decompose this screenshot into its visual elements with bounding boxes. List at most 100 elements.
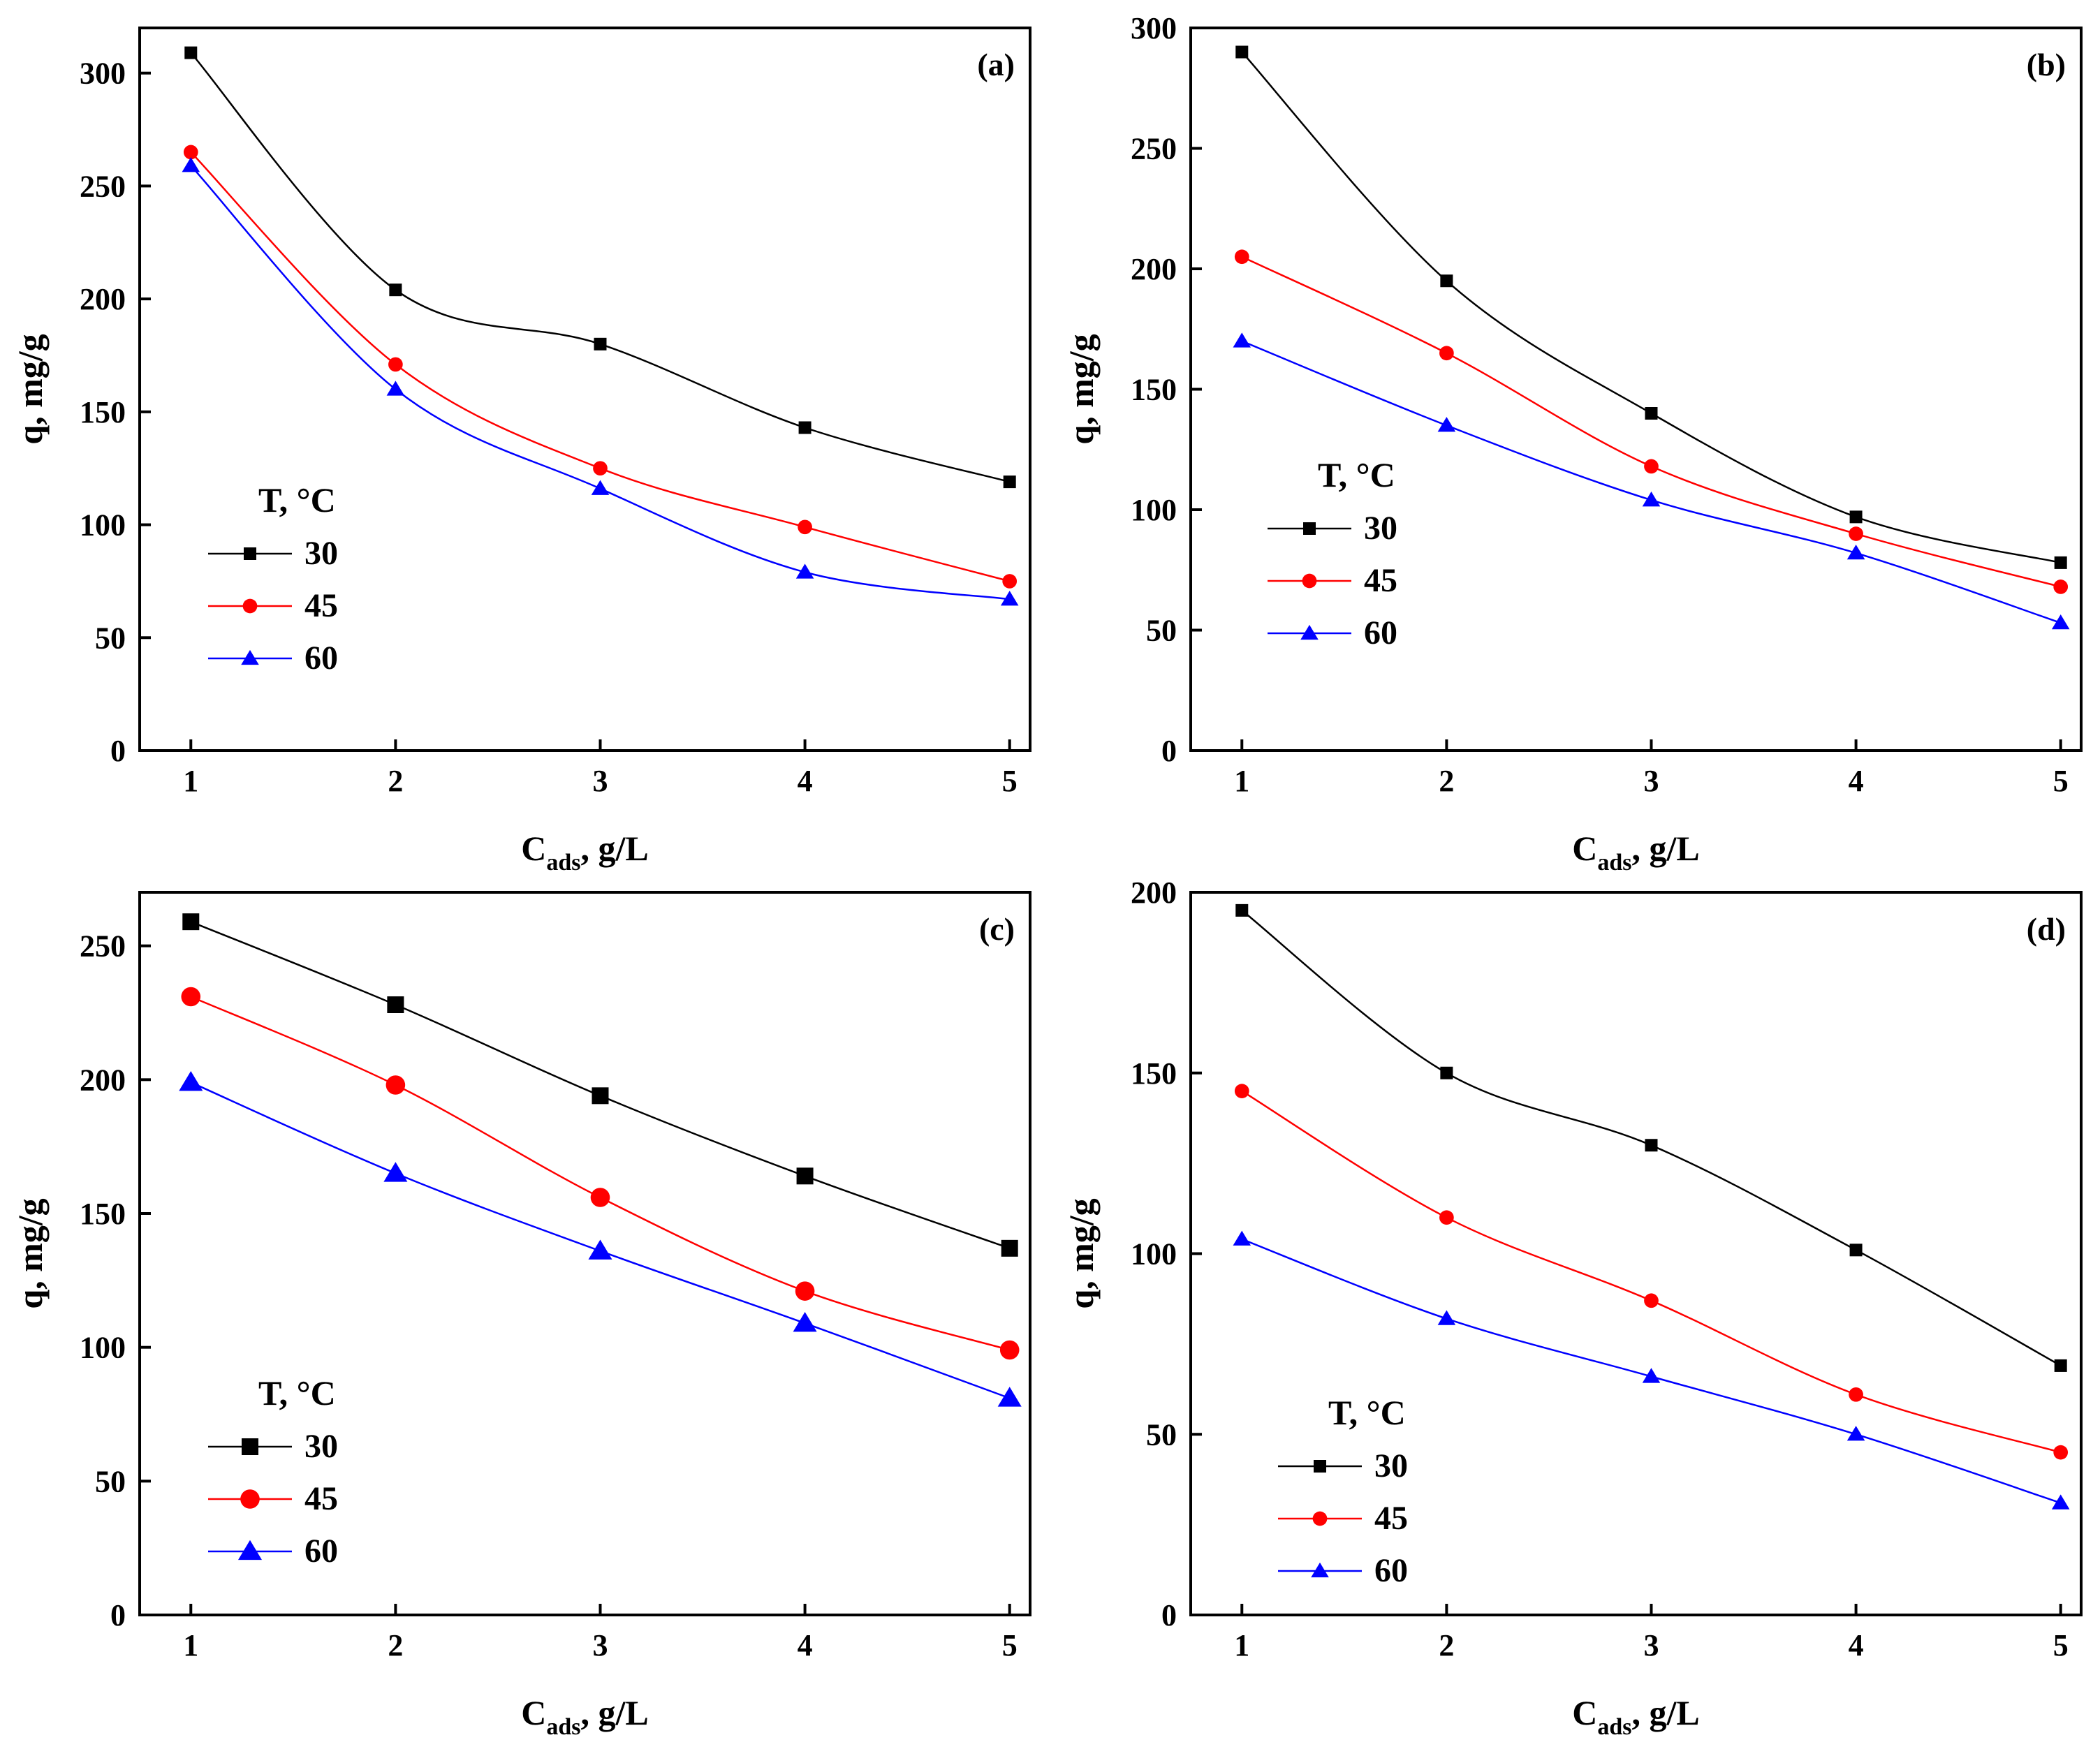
data-point bbox=[2051, 614, 2070, 630]
legend-label: 30 bbox=[1364, 510, 1397, 547]
data-point bbox=[1235, 903, 1249, 917]
x-axis-label: Cads, g/L bbox=[521, 829, 649, 876]
data-point bbox=[798, 519, 812, 535]
data-point bbox=[1849, 510, 1863, 524]
x-tick-label: 1 bbox=[1234, 764, 1249, 798]
legend-label: 30 bbox=[304, 1428, 338, 1465]
x-axis-label-subscript: ads bbox=[1597, 1714, 1631, 1740]
data-point bbox=[798, 421, 812, 434]
legend-swatch-marker bbox=[242, 598, 258, 614]
series-45 bbox=[183, 145, 1018, 589]
x-tick-label: 5 bbox=[2053, 1628, 2069, 1662]
series-30 bbox=[182, 913, 1018, 1257]
legend-swatch-marker bbox=[244, 547, 256, 560]
y-tick-label: 0 bbox=[110, 1598, 126, 1632]
legend-swatch-marker bbox=[241, 649, 259, 665]
series-line bbox=[190, 152, 1011, 582]
data-point bbox=[389, 283, 402, 297]
data-point bbox=[1234, 249, 1249, 265]
legend-swatch-marker bbox=[242, 1438, 258, 1455]
legend-swatch-marker bbox=[1312, 1511, 1328, 1526]
legend: T, °C 30 45 60 bbox=[1268, 455, 1397, 651]
data-point bbox=[2053, 1445, 2069, 1460]
x-tick-label: 5 bbox=[1002, 764, 1018, 798]
y-tick-label: 0 bbox=[110, 734, 126, 768]
legend-item-60: 60 bbox=[208, 1533, 338, 1570]
data-point bbox=[593, 461, 608, 476]
legend-title: T, °C bbox=[258, 480, 336, 519]
x-tick-label: 1 bbox=[183, 1628, 198, 1662]
x-axis-label-subscript: ads bbox=[1597, 850, 1631, 876]
data-point bbox=[1003, 475, 1016, 489]
y-tick-label: 0 bbox=[1161, 734, 1177, 768]
x-axis-label-unit: , g/L bbox=[581, 829, 649, 868]
data-point bbox=[1440, 1066, 1453, 1079]
plot-frame bbox=[138, 27, 1031, 752]
legend-item-30: 30 bbox=[208, 535, 338, 572]
legend-item-30: 30 bbox=[1268, 510, 1397, 547]
data-point bbox=[1439, 1210, 1454, 1225]
series-60 bbox=[182, 157, 1019, 606]
x-tick-label: 2 bbox=[1439, 1628, 1454, 1662]
y-tick-label: 200 bbox=[1131, 876, 1177, 910]
legend-swatch-marker bbox=[1302, 573, 1317, 589]
data-point bbox=[387, 996, 404, 1013]
y-tick-label: 200 bbox=[1131, 252, 1177, 286]
legend-item-45: 45 bbox=[208, 587, 338, 624]
data-point bbox=[1849, 526, 1863, 541]
data-point bbox=[1233, 1230, 1251, 1246]
legend-title: T, °C bbox=[258, 1373, 336, 1412]
data-point bbox=[183, 145, 198, 160]
x-tick-label: 3 bbox=[1643, 764, 1659, 798]
x-axis-label-unit: , g/L bbox=[581, 1693, 649, 1732]
data-point bbox=[795, 563, 814, 579]
data-point bbox=[1849, 1244, 1863, 1257]
series-60 bbox=[1233, 1230, 2070, 1510]
y-tick-label: 150 bbox=[80, 1197, 126, 1231]
y-tick-label: 300 bbox=[80, 57, 126, 91]
series-60 bbox=[1233, 332, 2070, 630]
legend-swatch-marker bbox=[1314, 1460, 1326, 1473]
legend-item-60: 60 bbox=[208, 640, 338, 677]
x-tick-label: 2 bbox=[388, 1628, 403, 1662]
panel-label: (c) bbox=[979, 911, 1015, 947]
data-point bbox=[795, 1281, 815, 1301]
x-tick-label: 4 bbox=[1849, 1628, 1864, 1662]
x-tick-label: 3 bbox=[1643, 1628, 1659, 1662]
data-point bbox=[388, 357, 403, 372]
data-point bbox=[796, 1167, 814, 1185]
series-45 bbox=[1234, 249, 2069, 594]
data-point bbox=[594, 337, 607, 351]
series-45 bbox=[181, 987, 1020, 1360]
legend-item-30: 30 bbox=[208, 1428, 338, 1465]
legend-label: 45 bbox=[304, 1480, 338, 1517]
y-tick-label: 100 bbox=[1131, 1237, 1177, 1271]
legend-item-45: 45 bbox=[208, 1480, 338, 1517]
x-axis-label-unit: , g/L bbox=[1632, 829, 1700, 868]
y-tick-label: 250 bbox=[1131, 132, 1177, 166]
data-point bbox=[1001, 1239, 1018, 1257]
data-point bbox=[1642, 492, 1661, 507]
data-point bbox=[1233, 332, 1251, 348]
plot-frame bbox=[138, 891, 1031, 1616]
y-tick-label: 100 bbox=[1131, 493, 1177, 527]
data-point bbox=[181, 987, 201, 1007]
data-point bbox=[592, 1087, 609, 1105]
series-60 bbox=[179, 1070, 1022, 1407]
data-point bbox=[793, 1311, 817, 1332]
y-tick-label: 50 bbox=[1146, 1417, 1177, 1452]
x-axis-label-main: C bbox=[1572, 829, 1597, 868]
data-point bbox=[1644, 459, 1659, 474]
legend-label: 60 bbox=[304, 640, 338, 677]
panel-label: (b) bbox=[2027, 47, 2066, 82]
legend-swatch-marker bbox=[1303, 522, 1316, 535]
legend-item-45: 45 bbox=[1268, 562, 1397, 599]
legend-label: 60 bbox=[304, 1533, 338, 1570]
x-tick-label: 5 bbox=[2053, 764, 2069, 798]
data-point bbox=[1440, 274, 1453, 288]
legend-label: 45 bbox=[1364, 562, 1397, 599]
y-tick-label: 100 bbox=[80, 1331, 126, 1365]
